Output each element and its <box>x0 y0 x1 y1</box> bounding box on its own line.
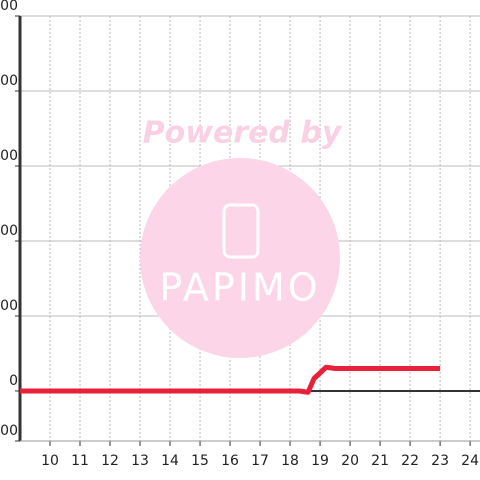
y-tick-label: 120,000 <box>0 73 18 89</box>
x-tick-label: 19 <box>311 453 329 469</box>
y-tick-label: 0 <box>9 373 18 389</box>
x-tick-label: 15 <box>191 453 209 469</box>
x-tick-label: 22 <box>401 453 419 469</box>
x-tick-label: 21 <box>371 453 389 469</box>
x-tick-label: 11 <box>71 453 89 469</box>
watermark: Powered by PAPIMO <box>140 116 343 358</box>
x-tick-label: 14 <box>161 453 179 469</box>
y-tick-label: 150,000 <box>0 0 18 14</box>
watermark-brand: PAPIMO <box>159 266 320 310</box>
x-tick-label: 12 <box>101 453 119 469</box>
y-tick-label: -20,000 <box>0 423 18 439</box>
y-tick-label: 30,000 <box>0 298 18 314</box>
x-tick-label: 20 <box>341 453 359 469</box>
watermark-title: Powered by <box>143 116 343 151</box>
x-tick-label: 18 <box>281 453 299 469</box>
x-tick-label: 10 <box>41 453 59 469</box>
x-tick-label: 17 <box>251 453 269 469</box>
y-tick-label: 60,000 <box>0 223 18 239</box>
x-tick-label: 13 <box>131 453 149 469</box>
y-tick-label: 90,000 <box>0 148 18 164</box>
line <box>20 364 441 395</box>
x-tick-label: 16 <box>221 453 239 469</box>
watermark-icon <box>222 203 260 259</box>
x-tick-label: 23 <box>431 453 449 469</box>
x-tick-label: 24 <box>461 453 479 469</box>
